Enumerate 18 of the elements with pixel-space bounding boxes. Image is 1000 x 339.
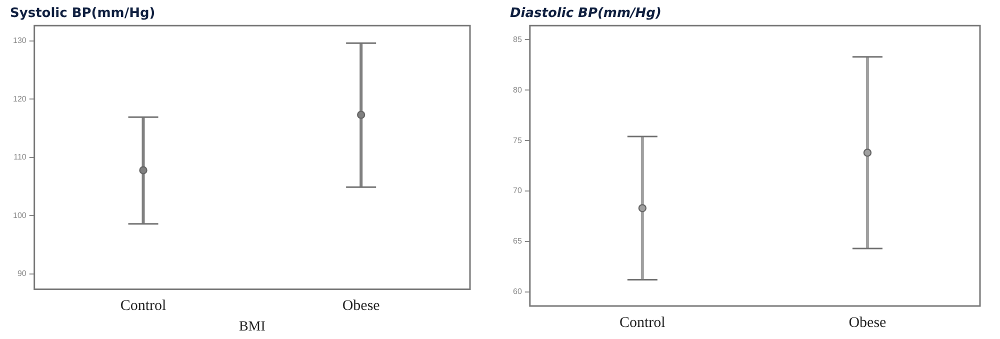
x-axis-title: BMI — [238, 319, 266, 334]
y-tick-label: 110 — [14, 152, 27, 162]
y-tick-label: 130 — [12, 36, 27, 45]
y-tick-label: 120 — [12, 94, 27, 104]
x-tick-label: Control — [120, 298, 166, 314]
y-tick-label: 100 — [12, 210, 27, 220]
chart-title: Systolic BP(mm/Hg) — [10, 6, 156, 22]
x-tick-label: Obese — [848, 314, 887, 331]
y-tick-label: 80 — [512, 85, 522, 94]
y-tick-label: 65 — [512, 236, 522, 246]
x-tick-label: Control — [620, 314, 666, 331]
y-tick-label: 60 — [512, 287, 522, 296]
y-tick-label: 70 — [512, 186, 522, 196]
x-tick-label: Obese — [342, 298, 380, 314]
y-tick-label: 75 — [512, 136, 522, 145]
chart-title: Diastolic BP(mm/Hg) — [510, 6, 662, 22]
y-tick-label: 90 — [17, 269, 27, 278]
y-tick-label: 85 — [512, 34, 522, 44]
